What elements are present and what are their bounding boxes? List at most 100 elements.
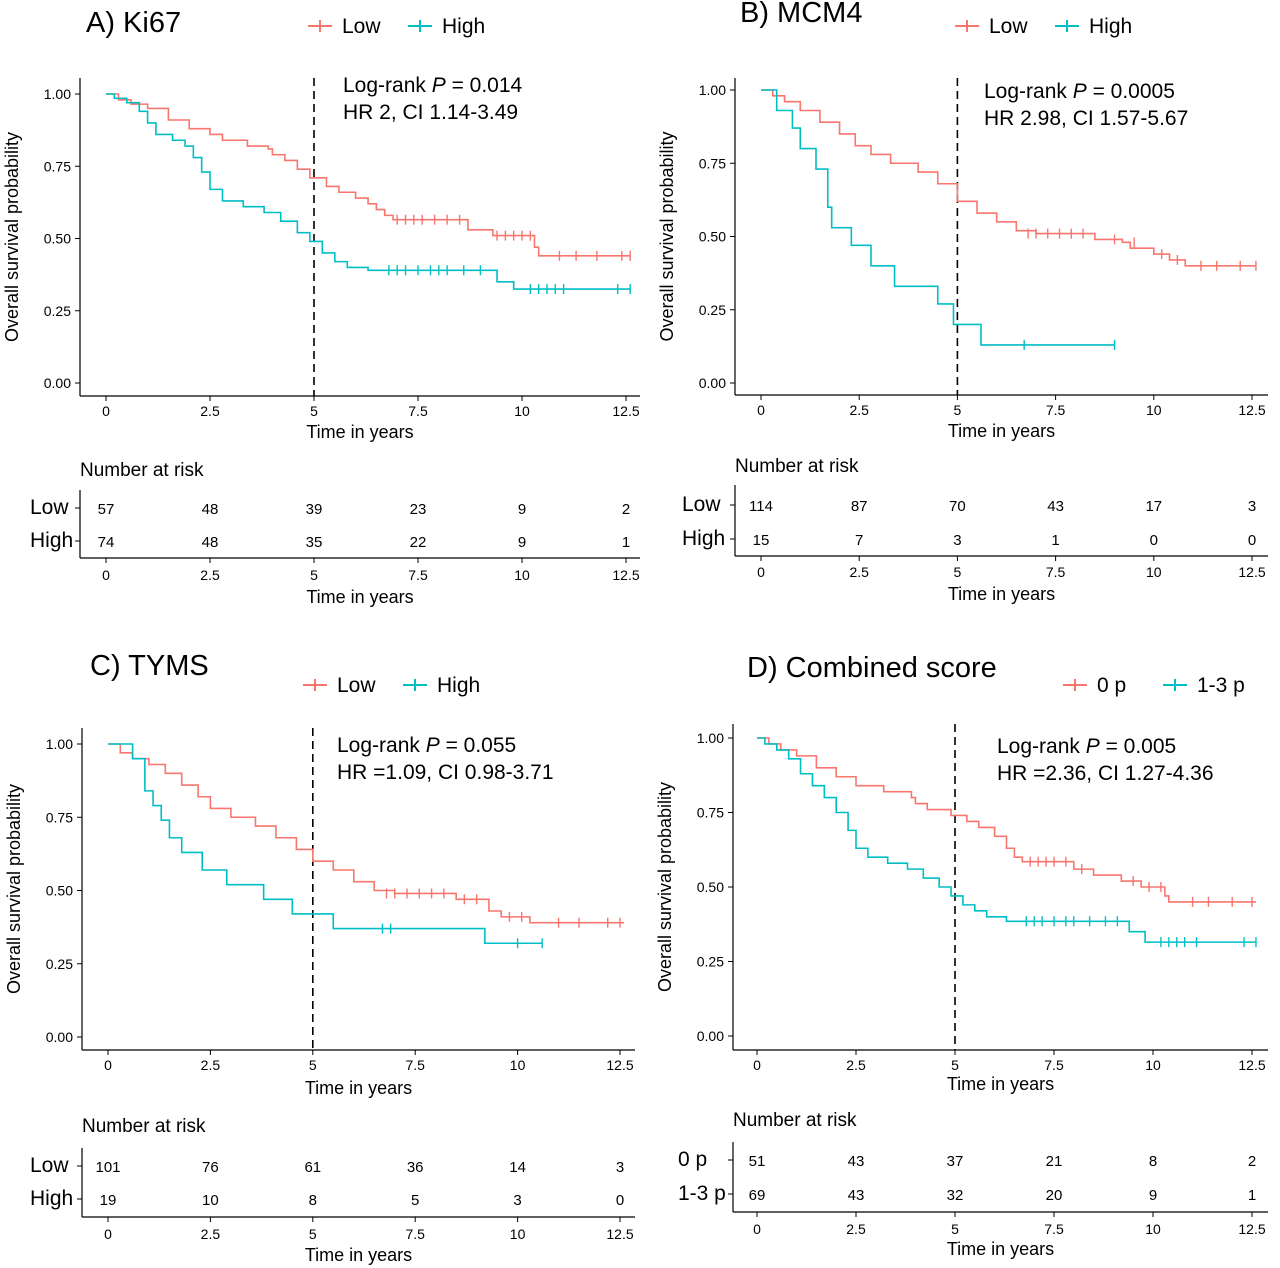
risk-count: 114 [749, 498, 773, 515]
risk-x-tick-label: 5 [310, 567, 318, 583]
x-tick-label: 10 [1146, 402, 1162, 418]
y-tick-label: 0.50 [697, 879, 724, 895]
y-tick-label: 0.00 [697, 1028, 724, 1044]
x-tick-label: 10 [510, 1057, 526, 1073]
risk-count: 101 [95, 1159, 120, 1176]
risk-count: 23 [410, 501, 427, 518]
x-tick-label: 0 [757, 402, 765, 418]
risk-count: 70 [949, 498, 966, 515]
risk-count: 43 [848, 1187, 865, 1204]
survival-curve-high [106, 93, 631, 290]
legend-label: Low [989, 15, 1028, 38]
km-panel-3: C) TYMS Low High 0.00 0.25 0.50 0.75 1.00 0 2.5 5 7… [4, 650, 635, 1265]
survival-curve-high [108, 743, 543, 945]
x-tick-label: 2.5 [846, 1057, 866, 1073]
risk-x-tick-label: 12.5 [606, 1226, 633, 1242]
y-tick-label: 1.00 [46, 736, 73, 752]
risk-table-title: Number at risk [80, 460, 204, 481]
logrank-annotation: Log-rank P = 0.0005 [984, 80, 1175, 103]
y-tick-label: 0.00 [44, 375, 71, 391]
logrank-annotation: Log-rank P = 0.005 [997, 735, 1176, 758]
y-tick-label: 0.00 [699, 375, 726, 391]
y-tick-label: 0.25 [697, 954, 724, 970]
risk-count: 36 [407, 1159, 424, 1176]
panel-title: D) Combined score [747, 652, 997, 684]
x-tick-label: 0 [104, 1057, 112, 1073]
risk-count: 2 [622, 501, 630, 518]
risk-count: 43 [848, 1153, 865, 1170]
hazard-ratio-annotation: HR =1.09, CI 0.98-3.71 [337, 761, 554, 784]
risk-count: 3 [616, 1159, 624, 1176]
risk-count: 32 [947, 1187, 964, 1204]
x-tick-label: 2.5 [849, 402, 869, 418]
legend-label: Low [337, 674, 376, 697]
risk-x-tick-label: 7.5 [1046, 564, 1066, 580]
risk-row-label: Low [30, 496, 69, 519]
risk-count: 0 [1248, 532, 1256, 549]
hazard-ratio-annotation: HR 2, CI 1.14-3.49 [343, 101, 518, 124]
x-tick-label: 12.5 [612, 403, 639, 419]
panel-title: B) MCM4 [740, 0, 862, 29]
risk-count: 2 [1248, 1153, 1256, 1170]
risk-x-tick-label: 2.5 [846, 1221, 866, 1237]
panel-title: A) Ki67 [86, 7, 181, 39]
x-tick-label: 10 [514, 403, 530, 419]
y-tick-label: 0.75 [697, 805, 724, 821]
risk-row-label: 1-3 p [678, 1182, 726, 1205]
risk-x-tick-label: 7.5 [405, 1226, 425, 1242]
risk-table-title: Number at risk [735, 456, 859, 477]
x-tick-label: 5 [951, 1057, 959, 1073]
risk-x-tick-label: 0 [104, 1226, 112, 1242]
risk-x-tick-label: 10 [1145, 1221, 1161, 1237]
x-tick-label: 0 [102, 403, 110, 419]
risk-count: 21 [1046, 1153, 1063, 1170]
hazard-ratio-annotation: HR 2.98, CI 1.57-5.67 [984, 107, 1188, 130]
risk-count: 1 [622, 534, 630, 551]
risk-count: 19 [100, 1192, 117, 1209]
risk-count: 8 [1149, 1153, 1157, 1170]
x-axis-label: Time in years [306, 422, 413, 442]
risk-count: 87 [851, 498, 868, 515]
risk-count: 1 [1248, 1187, 1256, 1204]
risk-count: 3 [1248, 498, 1256, 515]
risk-x-tick-label: 2.5 [200, 567, 220, 583]
y-tick-label: 0.25 [699, 302, 726, 318]
x-tick-label: 7.5 [405, 1057, 425, 1073]
risk-count: 48 [202, 534, 219, 551]
x-tick-label: 12.5 [606, 1057, 633, 1073]
risk-count: 0 [1150, 532, 1158, 549]
risk-table-title: Number at risk [82, 1116, 206, 1137]
x-tick-label: 5 [954, 402, 962, 418]
y-tick-label: 0.75 [699, 155, 726, 171]
y-tick-label: 0.00 [46, 1029, 73, 1045]
risk-count: 9 [518, 501, 526, 518]
risk-count: 39 [306, 501, 323, 518]
risk-x-tick-label: 12.5 [1238, 1221, 1265, 1237]
risk-count: 0 [616, 1192, 624, 1209]
legend-item-1: 0 p [1063, 674, 1126, 697]
risk-x-tick-label: 2.5 [849, 564, 869, 580]
risk-x-tick-label: 7.5 [1044, 1221, 1064, 1237]
risk-count: 3 [513, 1192, 521, 1209]
risk-count: 20 [1046, 1187, 1063, 1204]
legend-label: High [442, 15, 485, 38]
km-panel-4: D) Combined score 0 p 1-3 p 0.00 0.25 0.50 0.7… [655, 652, 1268, 1259]
risk-x-tick-label: 12.5 [612, 567, 639, 583]
x-axis-label: Time in years [305, 1078, 412, 1098]
legend-label: Low [342, 15, 381, 38]
survival-curve-high [757, 737, 1256, 943]
risk-x-tick-label: 5 [309, 1226, 317, 1242]
risk-row-label: Low [30, 1154, 69, 1177]
panel-title: C) TYMS [90, 650, 209, 682]
x-axis-label: Time in years [948, 421, 1055, 441]
risk-count: 51 [749, 1153, 766, 1170]
risk-count: 15 [753, 532, 770, 549]
risk-row-label: High [30, 529, 73, 552]
risk-count: 57 [98, 501, 115, 518]
y-tick-label: 0.75 [44, 158, 71, 174]
x-tick-label: 2.5 [200, 403, 220, 419]
legend-item-2: High [408, 15, 485, 38]
risk-count: 37 [947, 1153, 964, 1170]
risk-x-tick-label: 5 [951, 1221, 959, 1237]
